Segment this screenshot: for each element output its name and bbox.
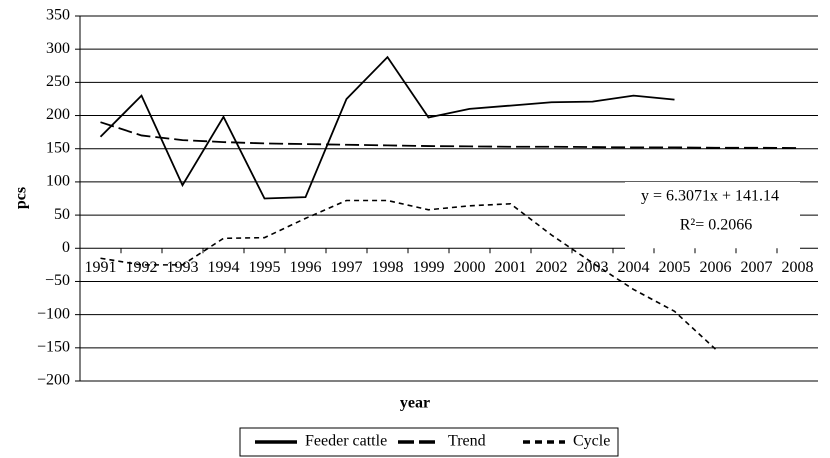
x-tick-label: 2007 (741, 259, 773, 276)
x-tick-label: 1999 (413, 259, 445, 276)
x-tick-label: 1991 (85, 259, 117, 276)
x-tick-label: 2002 (536, 259, 568, 276)
data-line (100, 199, 717, 350)
y-tick-label: −150 (37, 338, 70, 355)
y-tick-label: −200 (37, 372, 70, 389)
y-tick-label: 300 (46, 40, 70, 57)
y-tick-label: 200 (46, 106, 70, 123)
y-tick-label: 350 (46, 7, 70, 24)
y-tick-label: 250 (46, 73, 70, 90)
x-tick-label: 2008 (782, 259, 814, 276)
x-tick-label: 2004 (618, 259, 650, 276)
annotation: y = 6.3071x + 141.14 (641, 188, 779, 205)
x-tick-label: 1994 (208, 259, 240, 276)
x-tick-label: 2003 (577, 259, 609, 276)
legend-label: Cycle (573, 433, 610, 450)
y-tick-label: −50 (45, 272, 70, 289)
data-line (99, 55, 675, 200)
x-tick-label: 1998 (372, 259, 404, 276)
x-tick-label: 2000 (454, 259, 486, 276)
x-tick-label: 2005 (659, 259, 691, 276)
legend-label: Feeder cattle (305, 433, 387, 450)
x-tick-label: 2001 (495, 259, 527, 276)
x-tick-label: 1993 (167, 259, 199, 276)
y-tick-label: 150 (46, 139, 70, 156)
x-axis-title: year (400, 395, 430, 412)
data-line (100, 121, 798, 149)
x-tick-label: 1995 (249, 259, 281, 276)
y-tick-label: 0 (62, 239, 70, 256)
x-tick-label: 1996 (290, 259, 322, 276)
legend-label: Trend (448, 433, 486, 450)
x-tick-label: 1997 (331, 259, 363, 276)
annotation: R²= 0.2066 (680, 217, 753, 234)
y-tick-label: 50 (54, 206, 70, 223)
y-tick-label: 100 (46, 173, 70, 190)
x-tick-label: 1992 (126, 259, 158, 276)
y-axis-title: pcs (13, 187, 30, 209)
y-tick-label: −100 (37, 305, 70, 322)
x-tick-label: 2006 (700, 259, 732, 276)
